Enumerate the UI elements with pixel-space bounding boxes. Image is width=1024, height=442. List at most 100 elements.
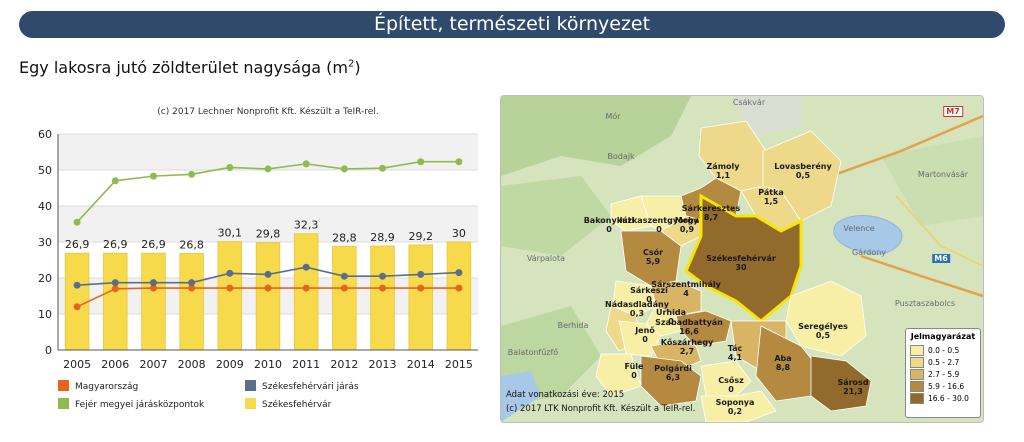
region-label-lovasbereny[interactable]: Lovasberény 0,5 bbox=[774, 162, 832, 180]
data-label: 32,3 bbox=[294, 219, 319, 232]
place-label-martonvasar: Martonvásár bbox=[917, 170, 969, 179]
series-point bbox=[73, 281, 81, 289]
series-point bbox=[302, 284, 310, 292]
banner-title: Épített, természeti környezet bbox=[373, 13, 651, 35]
region-label-urhida[interactable]: Úrhida 0 bbox=[655, 308, 687, 326]
region-label-moha[interactable]: Moha 0,9 bbox=[674, 216, 700, 234]
legend-swatch bbox=[245, 380, 256, 391]
bar bbox=[370, 245, 395, 351]
grid-band bbox=[58, 134, 478, 170]
legend-swatch bbox=[58, 380, 69, 391]
map-legend-swatch bbox=[910, 392, 924, 404]
place-label-berhida: Berhida bbox=[557, 321, 589, 330]
region-label-sarkeszi[interactable]: Sárkeszi 0 bbox=[630, 286, 668, 304]
region-label-nadasdladany[interactable]: Nádasdladány 0,3 bbox=[605, 300, 669, 318]
series-point bbox=[340, 284, 348, 292]
series-point bbox=[302, 263, 310, 271]
data-label: 30 bbox=[452, 227, 466, 240]
map-legend-swatch bbox=[910, 356, 924, 368]
map-legend-item: 0.5 - 2.7 bbox=[906, 356, 980, 368]
grid-band bbox=[58, 206, 478, 242]
region-label-soponya[interactable]: Soponya 0,2 bbox=[715, 398, 755, 416]
bar bbox=[179, 253, 204, 351]
legend-label: Magyarország bbox=[75, 382, 138, 392]
region-label-polgardi[interactable]: Polgárdi 6,3 bbox=[654, 364, 692, 382]
region-label-iszkaszentgyorgy[interactable]: Iszkaszentgyörgy 0 bbox=[619, 216, 699, 234]
series-point bbox=[226, 269, 234, 277]
series-point bbox=[455, 158, 463, 166]
data-label: 26,8 bbox=[179, 239, 204, 252]
series-point bbox=[264, 270, 272, 278]
legend-swatch bbox=[245, 398, 256, 409]
map-reference-year: Adat vonatkozási éve: 2015 bbox=[506, 390, 625, 400]
series-point bbox=[417, 158, 425, 166]
series-point bbox=[188, 279, 196, 287]
series-point bbox=[149, 279, 157, 287]
place-label-balatonfuzfo: Balatonfűzfő bbox=[507, 348, 559, 357]
x-tick-label: 2013 bbox=[369, 358, 397, 371]
map-credit: (c) 2017 LTK Nonprofit Kft. Készült a Te… bbox=[506, 404, 696, 414]
region-label-fule[interactable]: Füle 0 bbox=[624, 362, 644, 380]
y-tick-label: 20 bbox=[38, 272, 52, 285]
x-tick-label: 2008 bbox=[178, 358, 206, 371]
region-label-csosz[interactable]: Csősz 0 bbox=[718, 376, 744, 394]
region-label-sarosd[interactable]: Sárosd 21,3 bbox=[837, 378, 869, 396]
map-legend-item: 16.6 - 30.0 bbox=[906, 392, 980, 404]
bar bbox=[408, 244, 433, 351]
bar bbox=[217, 241, 243, 351]
series-point bbox=[149, 284, 157, 292]
x-tick-label: 2015 bbox=[445, 358, 473, 371]
region-label-bakonykuti[interactable]: Bakonykúti 0 bbox=[583, 216, 635, 234]
x-tick-label: 2009 bbox=[216, 358, 244, 371]
x-tick-label: 2011 bbox=[292, 358, 320, 371]
region-label-jeno[interactable]: Jenő 0 bbox=[635, 326, 655, 344]
series-point bbox=[417, 270, 425, 278]
data-label: 30,1 bbox=[218, 227, 243, 240]
data-label: 29,2 bbox=[408, 230, 433, 243]
region-label-csor[interactable]: Csór 5,9 bbox=[642, 248, 664, 266]
data-label: 29,8 bbox=[256, 228, 281, 241]
data-label: 28,9 bbox=[370, 231, 395, 244]
map-legend-item: 5.9 - 16.6 bbox=[906, 380, 980, 392]
y-tick-label: 10 bbox=[38, 308, 52, 321]
place-label-mor: Mór bbox=[605, 112, 621, 121]
region-label-aba[interactable]: Aba 8,8 bbox=[774, 354, 792, 372]
series-point bbox=[455, 284, 463, 292]
region-label-patka[interactable]: Pátka 1,5 bbox=[758, 188, 784, 206]
x-tick-label: 2006 bbox=[101, 358, 129, 371]
map-legend-item: 2.7 - 5.9 bbox=[906, 368, 980, 380]
map-legend-swatch bbox=[910, 368, 924, 380]
region-label-seregelyes[interactable]: Seregélyes 0,5 bbox=[798, 322, 848, 340]
series-point bbox=[188, 284, 196, 292]
region-label-sarszentmihaly[interactable]: Sárszentmihály 4 bbox=[651, 280, 721, 298]
region-label-tac[interactable]: Tác 4,1 bbox=[727, 344, 743, 362]
series-point bbox=[226, 163, 234, 171]
region-label-koszarhegy[interactable]: Kőszárhegy 2,7 bbox=[660, 338, 714, 356]
y-tick-label: 40 bbox=[38, 200, 52, 213]
map-legend: Jelmagyarázat 0.0 - 0.5 0.5 - 2.7 2.7 - … bbox=[905, 328, 981, 418]
bar bbox=[332, 245, 357, 351]
y-tick-label: 60 bbox=[38, 128, 52, 141]
place-label-bodajk: Bodajk bbox=[607, 152, 635, 161]
series-point bbox=[111, 177, 119, 185]
region-label-sarkeresztes[interactable]: Sárkeresztes 8,7 bbox=[681, 204, 741, 222]
map-legend-swatch bbox=[910, 344, 924, 356]
region-label-szekesfehervar[interactable]: Székesfehérvár 30 bbox=[706, 254, 776, 272]
chart-container: (c) 2017 Lechner Nonprofit Kft. Készült … bbox=[20, 92, 490, 422]
series-point bbox=[264, 165, 272, 173]
region-label-szabadbattyan[interactable]: Szabadbattyán 16,6 bbox=[655, 318, 723, 336]
series-point bbox=[226, 284, 234, 292]
legend-swatch bbox=[58, 398, 69, 409]
legend-label: Székesfehérvár bbox=[262, 399, 332, 410]
region-label-zamoly[interactable]: Zámoly 1,1 bbox=[706, 162, 740, 180]
map-canvas bbox=[501, 96, 983, 422]
bar bbox=[255, 242, 281, 351]
place-label-gardony: Gárdony bbox=[851, 248, 887, 257]
series-point bbox=[455, 269, 463, 277]
map-legend-swatch bbox=[910, 380, 924, 392]
map-panel[interactable]: Csákvár Mór Bodajk Várpalota Berhida Vel… bbox=[500, 95, 984, 423]
series-point bbox=[149, 172, 157, 180]
series-point bbox=[73, 218, 81, 226]
data-label: 26,9 bbox=[103, 238, 128, 251]
y-tick-label: 0 bbox=[45, 344, 52, 357]
